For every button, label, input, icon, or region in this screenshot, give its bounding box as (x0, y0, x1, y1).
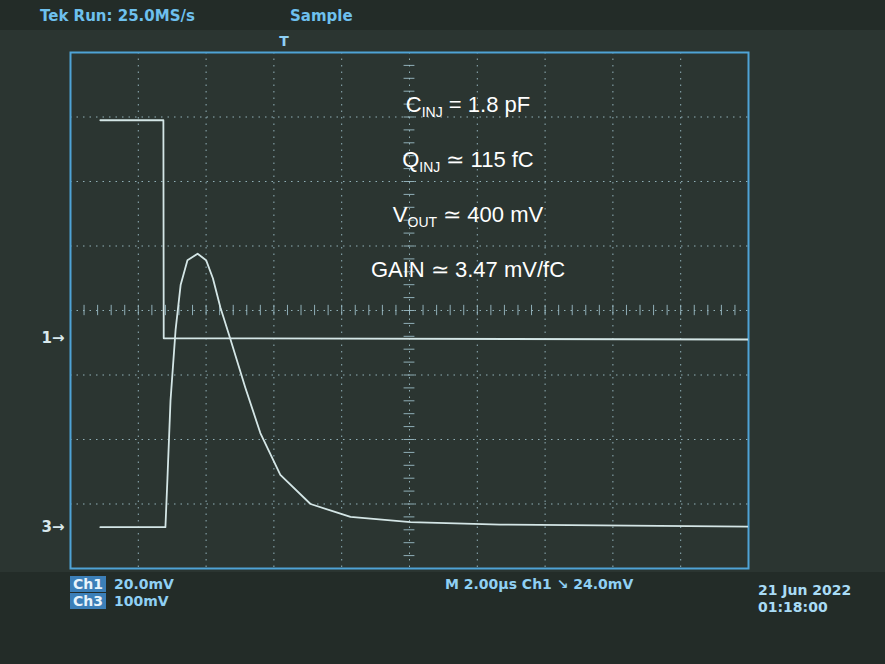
html-text:Ch1: Ch1 (73, 576, 103, 592)
html-text:20.0mV: 20.0mV (114, 576, 174, 592)
html-text:01:18:00: 01:18:00 (758, 599, 828, 615)
html-text:M 2.00µs Ch1 ↘ 24.0mV: M 2.00µs Ch1 ↘ 24.0mV (445, 576, 634, 592)
html-text:Sample: Sample (290, 7, 353, 25)
svg-text:3→: 3→ (41, 518, 64, 536)
svg-text:T: T (279, 33, 289, 49)
svg-text:GAIN ≃ 3.47 mV/fC: GAIN ≃ 3.47 mV/fC (371, 257, 565, 282)
html-text:21 Jun 2022: 21 Jun 2022 (758, 582, 852, 598)
html-text:Ch3: Ch3 (73, 593, 103, 609)
html-text:Tek Run: 25.0MS/s: Tek Run: 25.0MS/s (40, 7, 195, 25)
svg-text:QINJ ≃ 115 fC: QINJ ≃ 115 fC (402, 147, 534, 175)
html-text:100mV: 100mV (114, 593, 169, 609)
svg-text:1→: 1→ (41, 329, 64, 347)
svg-text:CINJ = 1.8 pF: CINJ = 1.8 pF (406, 92, 530, 120)
svg-text:VOUT ≃ 400 mV: VOUT ≃ 400 mV (393, 202, 544, 230)
